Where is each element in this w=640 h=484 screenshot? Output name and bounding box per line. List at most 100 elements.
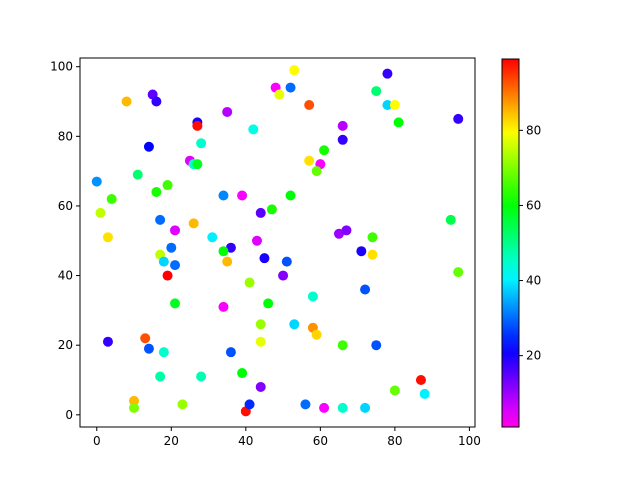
scatter-point <box>237 368 248 379</box>
scatter-point <box>162 180 173 191</box>
scatter-point <box>166 242 177 253</box>
scatter-point <box>158 347 169 358</box>
scatter-point <box>300 399 311 410</box>
colorbar-tick-label: 80 <box>526 123 541 137</box>
colorbar-tick-label: 40 <box>526 274 541 288</box>
scatter-point <box>162 270 173 281</box>
scatter-point <box>360 284 371 295</box>
points-layer <box>91 65 464 417</box>
scatter-point <box>218 301 229 312</box>
scatter-point <box>356 246 367 257</box>
scatter-point <box>196 371 207 382</box>
scatter-point <box>382 68 393 79</box>
x-tick-label: 60 <box>313 434 328 448</box>
scatter-point <box>132 169 143 180</box>
scatter-point <box>177 399 188 410</box>
y-tick-label: 80 <box>58 129 73 143</box>
y-tick-label: 0 <box>65 408 73 422</box>
colorbar <box>501 58 520 428</box>
scatter-point <box>252 235 263 246</box>
scatter-point <box>453 113 464 124</box>
scatter-point <box>371 86 382 97</box>
scatter-point <box>281 256 292 267</box>
scatter-point <box>244 399 255 410</box>
scatter-point <box>341 225 352 236</box>
scatter-point <box>360 402 371 413</box>
scatter-point <box>337 402 348 413</box>
y-axis: 0 20 40 60 80 100 <box>50 60 80 422</box>
scatter-point <box>415 375 426 386</box>
scatter-point <box>143 343 154 354</box>
y-tick-label: 100 <box>50 60 73 74</box>
scatter-point <box>319 402 330 413</box>
scatter-point <box>102 336 113 347</box>
scatter-point <box>255 319 266 330</box>
scatter-point <box>188 218 199 229</box>
scatter-point <box>274 89 285 100</box>
scatter-point <box>151 96 162 107</box>
scatter-point <box>337 134 348 145</box>
scatter-point <box>170 260 181 271</box>
scatter-point <box>371 340 382 351</box>
scatter-point <box>106 193 117 204</box>
x-tick-label: 0 <box>93 434 101 448</box>
scatter-point <box>453 267 464 278</box>
scatter-point <box>393 117 404 128</box>
scatter-point <box>389 385 400 396</box>
scatter-point <box>218 190 229 201</box>
scatter-point <box>192 159 203 170</box>
x-tick-label: 40 <box>238 434 253 448</box>
colorbar-tick-label: 60 <box>526 198 541 212</box>
scatter-point <box>255 207 266 218</box>
scatter-point <box>121 96 132 107</box>
scatter-point <box>289 319 300 330</box>
y-tick-label: 60 <box>58 199 73 213</box>
scatter-point <box>289 65 300 76</box>
scatter-point <box>170 225 181 236</box>
scatter-point <box>207 232 218 243</box>
x-tick-label: 80 <box>387 434 402 448</box>
scatter-point <box>244 277 255 288</box>
scatter-point <box>170 298 181 309</box>
scatter-point <box>255 336 266 347</box>
scatter-point <box>248 124 259 135</box>
scatter-point <box>333 228 344 239</box>
scatter-point <box>129 402 140 413</box>
scatter-point <box>307 291 318 302</box>
scatter-point <box>311 166 322 177</box>
y-tick-label: 40 <box>58 269 73 283</box>
scatter-point <box>196 138 207 149</box>
scatter-point <box>266 204 277 215</box>
plot-frame <box>79 57 476 428</box>
scatter-point <box>382 99 393 110</box>
scatter-point <box>222 256 233 267</box>
colorbar-ticks: 20 40 60 80 <box>519 123 541 363</box>
scatter-point <box>129 395 140 406</box>
x-axis: 0 20 40 60 80 100 <box>93 427 481 448</box>
scatter-point <box>389 99 400 110</box>
scatter-point <box>143 141 154 152</box>
scatter-point <box>263 298 274 309</box>
scatter-point <box>218 246 229 257</box>
y-tick-label: 20 <box>58 338 73 352</box>
scatter-point <box>102 232 113 243</box>
scatter-point <box>225 347 236 358</box>
scatter-point <box>278 270 289 281</box>
scatter-point <box>155 214 166 225</box>
scatter-point <box>419 388 430 399</box>
scatter-point <box>304 155 315 166</box>
x-tick-label: 100 <box>458 434 481 448</box>
scatter-point <box>192 120 203 131</box>
scatter-point <box>304 99 315 110</box>
scatter-point <box>237 190 248 201</box>
scatter-point <box>337 120 348 131</box>
scatter-point <box>445 214 456 225</box>
scatter-point <box>319 145 330 156</box>
scatter-point <box>151 187 162 198</box>
scatter-point <box>337 340 348 351</box>
scatter-point <box>255 381 266 392</box>
scatter-point <box>367 249 378 260</box>
scatter-point <box>285 190 296 201</box>
scatter-point <box>367 232 378 243</box>
